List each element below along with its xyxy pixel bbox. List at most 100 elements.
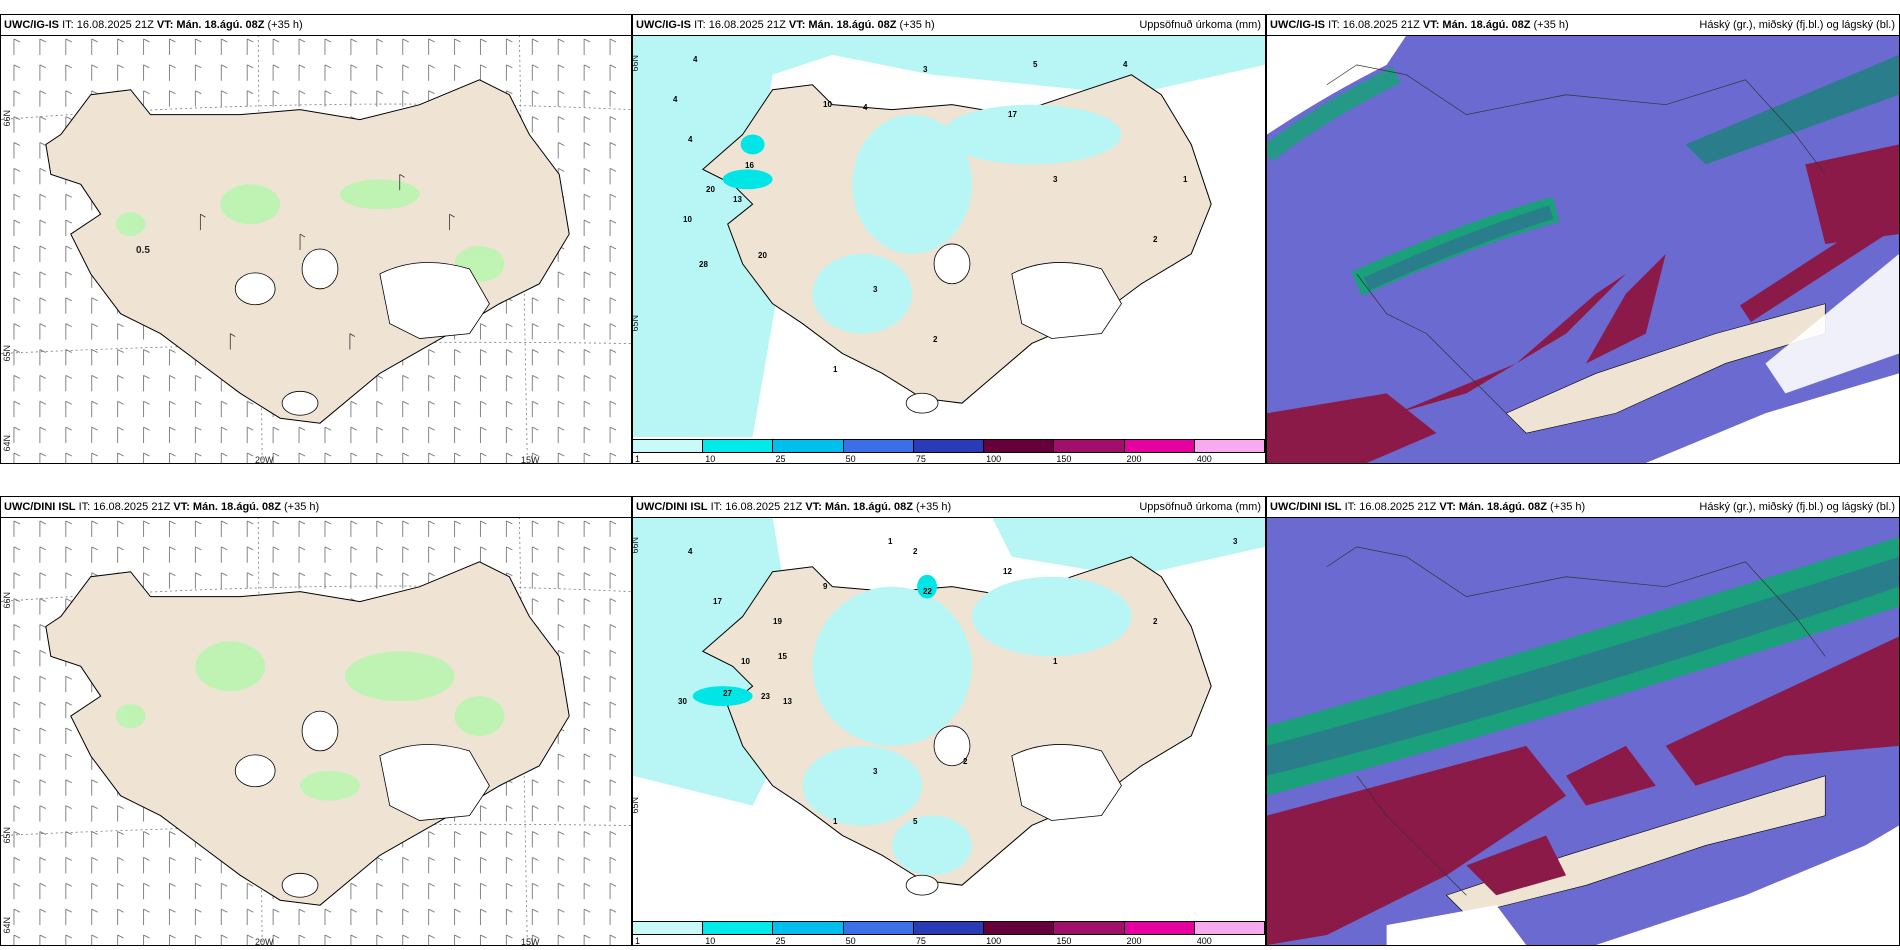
precip-value: 4	[673, 95, 678, 104]
precip-value-labels: 4 1 2 9 22 12 17 19 30 27 23 13 10 15 3 …	[633, 517, 1265, 919]
lead-time: (+35 h)	[1533, 19, 1569, 31]
lat-label: 65N	[2, 345, 12, 362]
colorbar-tick-label: 1	[635, 454, 641, 464]
precip-value: 4	[688, 135, 693, 144]
precip-value: 4	[1123, 60, 1128, 69]
precip-value: 12	[1003, 567, 1012, 576]
model-name: UWC/IG-IS	[1270, 19, 1325, 31]
lead-time: (+35 h)	[1550, 501, 1586, 513]
precip-value: 2	[933, 335, 938, 344]
panel-header: UWC/DINI ISL IT: 16.08.2025 21Z VT: Mán.…	[1, 497, 631, 518]
precip-title: Uppsöfnuð úrkoma (mm)	[1139, 501, 1261, 513]
valid-time-label: VT:	[788, 19, 806, 31]
colorbar-tick-label: 25	[775, 454, 786, 464]
cloud-map-panel-row1: UWC/IG-IS IT: 16.08.2025 21Z VT: Mán. 18…	[1266, 14, 1900, 464]
colorbar-swatch	[633, 921, 704, 935]
lat-label: 65N	[2, 827, 12, 844]
precip-value: 10	[741, 657, 750, 666]
colorbar-swatch	[984, 439, 1055, 453]
wind-map-panel-row2: UWC/DINI ISL IT: 16.08.2025 21Z VT: Mán.…	[0, 496, 632, 946]
precip-value: 20	[758, 251, 767, 260]
precip-value: 10	[823, 100, 832, 109]
colorbar-tick-label: 75	[915, 936, 926, 946]
cloud-title: Háský (gr.), miðský (fj.bl.) og lágský (…	[1699, 19, 1895, 31]
model-name: UWC/IG-IS	[4, 19, 59, 31]
precip-map	[633, 35, 1265, 437]
cloud-map	[1267, 517, 1899, 945]
valid-time: Mán. 18.ágú. 08Z	[1458, 501, 1547, 513]
colorbar-tick-label: 400	[1196, 454, 1212, 464]
colorbar-swatch	[703, 439, 774, 453]
colorbar-tick-label: 25	[775, 936, 786, 946]
lat-label: 64N	[2, 435, 12, 452]
precip-value: 9	[823, 582, 828, 591]
valid-time: Mán. 18.ágú. 08Z	[176, 19, 265, 31]
valid-time-label: VT:	[1439, 501, 1456, 513]
model-name: UWC/DINI ISL	[4, 501, 76, 513]
precip-colorbar: 1 10 25 50 75 100 150 200 400	[633, 437, 1265, 463]
lat-label: 66N	[2, 592, 12, 609]
panel-header: UWC/DINI ISL IT: 16.08.2025 21Z VT: Mán.…	[1267, 497, 1899, 518]
panel-header: UWC/DINI ISL IT: 16.08.2025 21Z VT: Mán.…	[633, 497, 1265, 518]
precip-value: 3	[873, 767, 878, 776]
init-time: IT: 16.08.2025 21Z	[1344, 501, 1437, 513]
precip-value: 1	[833, 817, 838, 826]
precip-value: 2	[1153, 235, 1158, 244]
cloud-map	[1267, 35, 1899, 463]
precip-value: 2	[1153, 617, 1158, 626]
precip-value: 10	[683, 215, 692, 224]
init-time: IT: 16.08.2025 21Z	[62, 19, 154, 31]
lat-label: 65N	[632, 797, 640, 814]
colorbar-tick-label: 50	[845, 936, 856, 946]
lead-time: (+35 h)	[267, 19, 303, 31]
model-name: UWC/IG-IS	[636, 19, 691, 31]
colorbar-swatch	[703, 921, 774, 935]
colorbar-tick-label: 100	[986, 936, 1002, 946]
init-time: IT: 16.08.2025 21Z	[710, 501, 803, 513]
colorbar-swatch	[1054, 439, 1125, 453]
precip-value: 17	[1008, 110, 1017, 119]
panel-header: UWC/IG-IS IT: 16.08.2025 21Z VT: Mán. 18…	[1, 15, 631, 36]
precip-value: 28	[699, 260, 708, 269]
colorbar-swatch	[1194, 921, 1265, 935]
precip-value: 4	[863, 103, 868, 112]
colorbar-swatch	[773, 921, 844, 935]
lon-label: 15W	[521, 455, 540, 464]
wind-map	[1, 517, 631, 945]
colorbar-tick-label: 10	[705, 454, 716, 464]
valid-time: Mán. 18.ágú. 08Z	[1442, 19, 1531, 31]
lat-label: 66N	[632, 537, 640, 554]
colorbar-tick-label: 10	[705, 936, 716, 946]
panel-header: UWC/IG-IS IT: 16.08.2025 21Z VT: Mán. 18…	[633, 15, 1265, 36]
value-label: 0.5	[136, 245, 150, 256]
precip-title: Uppsöfnuð úrkoma (mm)	[1139, 19, 1261, 31]
lead-time: (+35 h)	[284, 501, 320, 513]
init-time: IT: 16.08.2025 21Z	[78, 501, 171, 513]
colorbar-tick-label: 150	[1056, 454, 1072, 464]
precip-value: 23	[761, 692, 770, 701]
precip-value: 22	[923, 587, 932, 596]
init-time: IT: 16.08.2025 21Z	[1328, 19, 1420, 31]
wind-map-panel-row1: UWC/IG-IS IT: 16.08.2025 21Z VT: Mán. 18…	[0, 14, 632, 464]
lead-time: (+35 h)	[916, 501, 952, 513]
init-time: IT: 16.08.2025 21Z	[694, 19, 786, 31]
precip-map-panel-row1: UWC/IG-IS IT: 16.08.2025 21Z VT: Mán. 18…	[632, 14, 1266, 464]
colorbar-tick-label: 100	[986, 454, 1002, 464]
colorbar-tick-label: 50	[845, 454, 856, 464]
lon-label: 20W	[255, 937, 274, 946]
precip-map	[633, 517, 1265, 919]
precip-value: 27	[723, 689, 732, 698]
colorbar-swatch	[773, 439, 844, 453]
colorbar-tick-label: 200	[1126, 936, 1142, 946]
lat-label: 66N	[2, 110, 12, 127]
valid-time-label: VT:	[805, 501, 822, 513]
precip-value: 3	[873, 285, 878, 294]
colorbar-swatch	[843, 921, 914, 935]
valid-time: Mán. 18.ágú. 08Z	[824, 501, 913, 513]
lat-label: 65N	[632, 315, 640, 332]
precip-value: 4	[693, 55, 698, 64]
precip-value: 4	[688, 547, 693, 556]
precip-value: 13	[783, 697, 792, 706]
precip-value: 1	[1183, 175, 1188, 184]
cloud-title: Háský (gr.), miðský (fj.bl.) og lágský (…	[1699, 501, 1895, 513]
